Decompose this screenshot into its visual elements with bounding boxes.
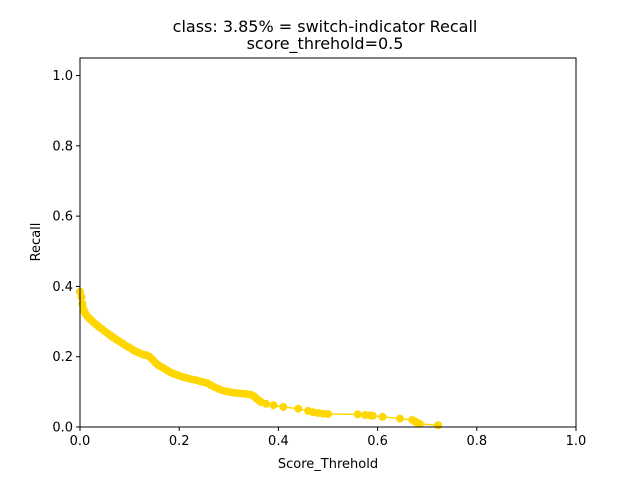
data-point — [324, 409, 332, 418]
x-tick-label: 0.8 — [466, 434, 487, 449]
x-tick-label: 0.2 — [169, 434, 190, 449]
data-point — [294, 404, 303, 413]
y-tick-label: 0.4 — [52, 280, 73, 295]
data-point — [269, 401, 278, 410]
data-point — [353, 410, 362, 419]
x-tick-label: 0.6 — [367, 434, 388, 449]
y-tick-label: 0.0 — [52, 421, 73, 436]
plot-background — [80, 58, 576, 427]
data-point — [77, 292, 86, 301]
y-tick-label: 0.8 — [52, 139, 73, 154]
y-tick-label: 0.2 — [52, 350, 73, 365]
data-point — [279, 402, 288, 411]
y-axis-label: Recall — [29, 223, 44, 262]
data-point — [378, 412, 387, 421]
x-tick-label: 0.0 — [70, 434, 91, 449]
plot-frame — [79, 57, 577, 428]
data-point — [368, 411, 377, 420]
chart-title-line-1: class: 3.85% = switch-indicator Recall — [173, 17, 478, 36]
y-tick-label: 1.0 — [52, 69, 73, 84]
y-axis: 0.0 0.2 0.4 0.6 0.8 1.0 — [52, 69, 80, 436]
data-point — [415, 419, 424, 428]
plot-area — [76, 57, 577, 430]
data-point — [262, 399, 270, 408]
series-recall — [76, 287, 443, 430]
x-axis-label: Score_Threhold — [278, 457, 378, 472]
data-point — [434, 421, 443, 430]
x-axis: 0.0 0.2 0.4 0.6 0.8 1.0 — [70, 427, 587, 449]
data-point — [395, 414, 404, 423]
y-tick-label: 0.6 — [52, 210, 73, 225]
chart-title-line-2: score_threhold=0.5 — [247, 34, 404, 54]
x-tick-label: 1.0 — [566, 434, 587, 449]
x-tick-label: 0.4 — [268, 434, 289, 449]
